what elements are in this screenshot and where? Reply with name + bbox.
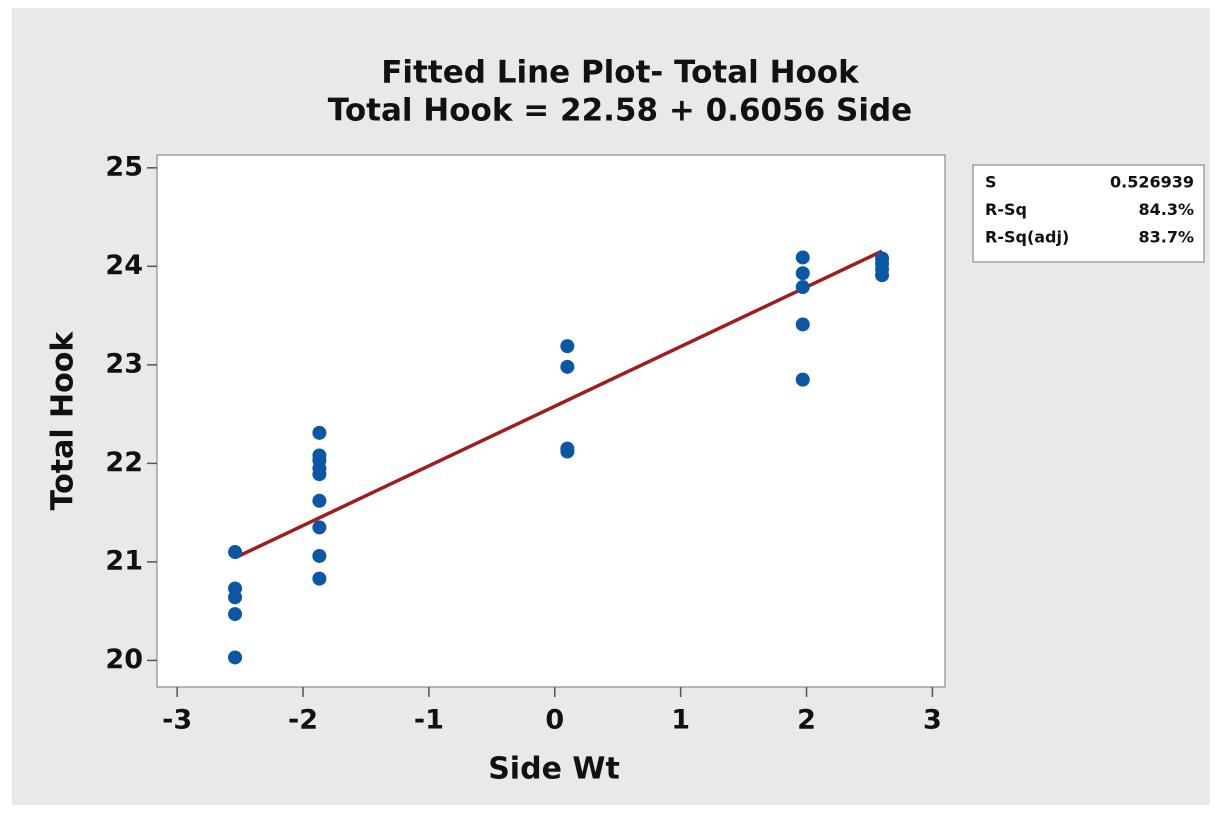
data-point — [312, 571, 327, 586]
x-axis-label: Side Wt — [488, 752, 620, 787]
data-point — [795, 317, 810, 332]
data-point — [228, 590, 243, 605]
data-point — [312, 467, 327, 482]
y-tick-label: 25 — [105, 151, 143, 182]
fitted-line — [234, 249, 883, 560]
data-point — [560, 359, 575, 374]
x-tick-label: 3 — [923, 705, 942, 736]
stats-box — [972, 164, 1205, 263]
data-point — [875, 268, 890, 283]
y-tick-label: 23 — [105, 348, 143, 379]
stat-value: 84.3% — [1138, 200, 1194, 219]
x-tick-label: -1 — [414, 705, 444, 736]
data-point — [795, 266, 810, 281]
data-point — [228, 607, 243, 622]
data-point — [312, 520, 327, 535]
data-point — [228, 545, 243, 560]
data-point — [312, 548, 327, 563]
data-point — [795, 280, 810, 295]
y-tick-label: 24 — [105, 250, 143, 281]
stat-label: S — [985, 173, 997, 192]
y-axis-label: Total Hook — [46, 331, 81, 511]
stat-label: R-Sq(adj) — [985, 228, 1069, 247]
stat-value: 0.526939 — [1110, 173, 1194, 192]
x-tick-label: -2 — [288, 705, 318, 736]
x-tick-label: 0 — [545, 705, 564, 736]
y-tick-label: 22 — [105, 447, 143, 478]
data-point — [795, 250, 810, 265]
x-tick-label: 1 — [671, 705, 690, 736]
stat-value: 83.7% — [1138, 228, 1194, 247]
data-point — [560, 339, 575, 354]
y-tick-label: 21 — [105, 545, 143, 576]
data-point — [312, 425, 327, 440]
stat-label: R-Sq — [985, 200, 1027, 219]
x-tick-label: 2 — [797, 705, 816, 736]
data-point — [560, 444, 575, 459]
chart-subtitle: Total Hook = 22.58 + 0.6056 Side — [328, 93, 912, 129]
data-point — [312, 493, 327, 508]
y-tick-label: 20 — [105, 644, 143, 675]
data-point — [228, 650, 243, 665]
chart-title: Fitted Line Plot- Total Hook — [381, 55, 860, 91]
data-point — [795, 372, 810, 387]
x-tick-label: -3 — [162, 705, 192, 736]
plot-area — [156, 154, 946, 688]
